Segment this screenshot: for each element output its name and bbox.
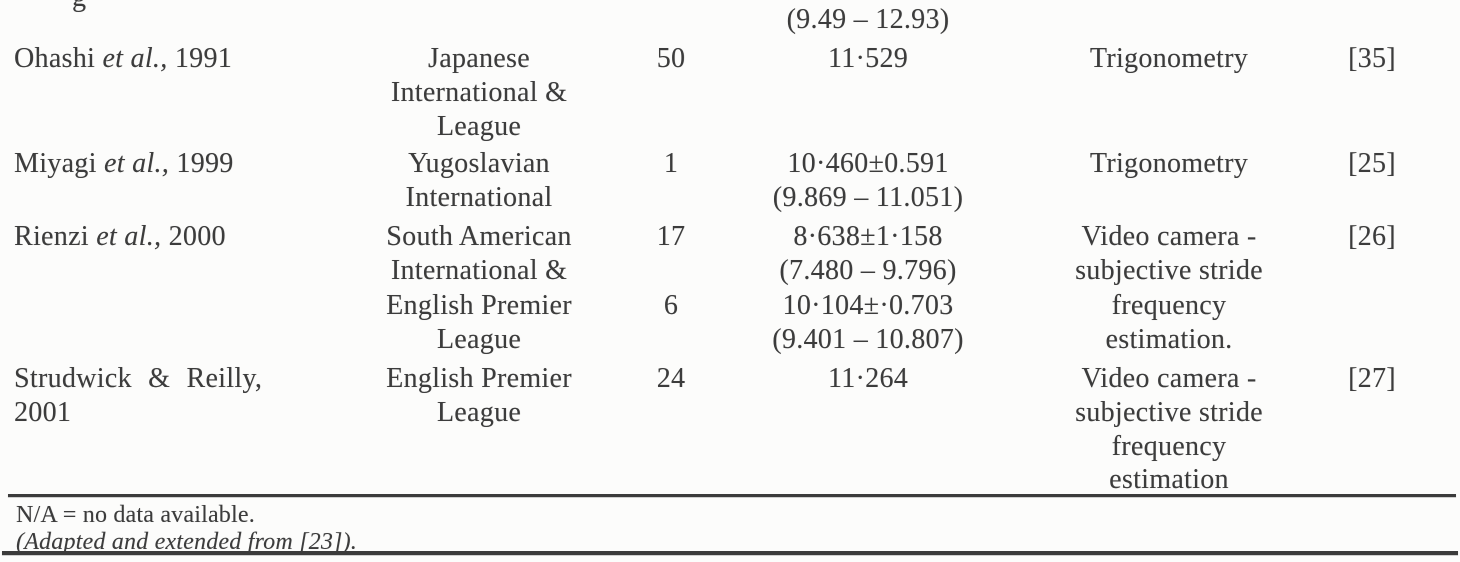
table-cell-study: Strudwick & Reilly, (14, 363, 263, 394)
table-cell-study: Rienzi et al., 2000 (14, 220, 336, 253)
table-cell-value-range: (9.869 – 11.051) (772, 182, 964, 213)
study-author: Rienzi (14, 221, 89, 252)
study-etal: et al., (104, 148, 170, 179)
table-cell-team: South American (386, 221, 572, 252)
table-cell-method: estimation (1109, 464, 1229, 495)
table-cell-value: 11·529 (827, 43, 909, 74)
table-cell-n: 1 (663, 148, 679, 179)
table-footer-rule (8, 494, 1456, 497)
study-etal: et al., (102, 43, 168, 74)
table-cell-method: Video camera - (1081, 221, 1257, 252)
table-cell-team: English Premier (386, 363, 572, 394)
table-cell-n: 6 (663, 290, 679, 321)
table-cell-team: Yugoslavian (408, 148, 550, 179)
table-cell-team: League (436, 111, 522, 142)
study-etal: et al., (96, 221, 162, 252)
table-bottom-rule (2, 551, 1458, 555)
table-cell-ref: [26] (1348, 221, 1396, 252)
table-cell-study: Ohashi et al., 1991 (14, 42, 336, 75)
table-cell-ref: [25] (1348, 148, 1396, 179)
table-cell-study: 2001 (14, 397, 72, 428)
table-cell-ref: [35] (1348, 43, 1396, 74)
table-cell-ref: [27] (1348, 363, 1396, 394)
table-cell-method: frequency (1111, 431, 1227, 462)
table-cell-value: 10·104±·0.703 (782, 290, 954, 321)
table-cell-team: International & (390, 255, 568, 286)
table-cell-value: 8·638±1·158 (793, 221, 943, 252)
table-cell-team: International (405, 182, 553, 213)
study-author: Ohashi (14, 43, 96, 74)
table-cell-method: Trigonometry (1089, 148, 1249, 179)
table-cell-value-range: (9.49 – 12.93) (786, 4, 950, 35)
table-cell-team: International & (390, 77, 568, 108)
study-year: 1999 (176, 148, 234, 179)
footnote-adapted: (Adapted and extended from [23]). (16, 529, 357, 555)
table-cell-value: 10·460±0.591 (787, 148, 949, 179)
table-cell-team: League (436, 397, 522, 428)
clipped-text-fragment: g (72, 0, 86, 14)
table-cell-method: subjective stride (1075, 255, 1263, 286)
table-cell-n: 24 (656, 363, 686, 394)
table-cell-method: subjective stride (1075, 397, 1263, 428)
table-cell-study: Miyagi et al., 1999 (14, 147, 336, 180)
table-cell-method: Video camera - (1081, 363, 1257, 394)
table-cell-team: English Premier (386, 290, 572, 321)
table-cell-value: 11·264 (827, 363, 909, 394)
table-cell-n: 17 (656, 221, 686, 252)
table-cell-team: League (436, 324, 522, 355)
table-cell-method: frequency (1111, 290, 1227, 321)
study-author: Miyagi (14, 148, 97, 179)
study-year: 2000 (168, 221, 226, 252)
table-cell-method: Trigonometry (1089, 43, 1249, 74)
table-cell-value-range: (7.480 – 9.796) (779, 255, 957, 286)
table-cell-team: Japanese (428, 43, 530, 74)
table-cell-value-range: (9.401 – 10.807) (772, 324, 964, 355)
study-year: 1991 (174, 43, 233, 74)
footnote-na: N/A = no data available. (16, 502, 255, 528)
table-cell-n: 50 (656, 43, 686, 74)
table-cell-method: estimation. (1105, 324, 1233, 355)
